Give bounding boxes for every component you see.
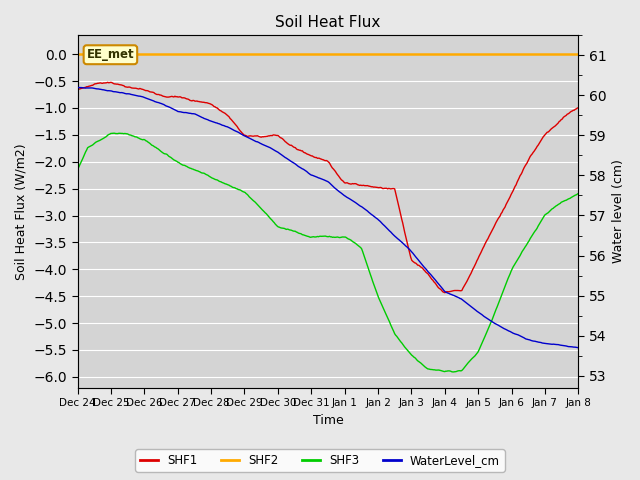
SHF3: [74, 167, 81, 172]
SHF2: [345, 51, 353, 57]
Y-axis label: Water level (cm): Water level (cm): [612, 159, 625, 264]
SHF1: [316, 156, 323, 161]
Line: WaterLevel_cm: WaterLevel_cm: [77, 87, 579, 348]
SHF2: [74, 51, 81, 57]
SHF3: [109, 131, 116, 136]
X-axis label: Time: Time: [312, 414, 343, 427]
SHF2: [484, 51, 492, 57]
SHF3: [346, 237, 353, 242]
SHF1: [104, 79, 111, 85]
SHF3: [372, 289, 380, 295]
SHF2: [315, 51, 323, 57]
WaterLevel_cm: [563, 343, 570, 349]
SHF3: [316, 233, 323, 239]
WaterLevel_cm: [312, 174, 319, 180]
SHF2: [372, 51, 380, 57]
SHF3: [312, 234, 320, 240]
SHF3: [486, 322, 494, 327]
SHF1: [312, 155, 320, 160]
SHF2: [563, 51, 570, 57]
SHF2: [575, 51, 582, 57]
Line: SHF1: SHF1: [77, 82, 579, 293]
Line: SHF3: SHF3: [77, 133, 579, 372]
WaterLevel_cm: [484, 316, 492, 322]
SHF2: [312, 51, 319, 57]
Legend: SHF1, SHF2, SHF3, WaterLevel_cm: SHF1, SHF2, SHF3, WaterLevel_cm: [135, 449, 505, 472]
WaterLevel_cm: [575, 345, 582, 350]
SHF1: [575, 105, 582, 111]
WaterLevel_cm: [74, 84, 81, 90]
SHF3: [564, 196, 572, 202]
WaterLevel_cm: [372, 215, 380, 220]
SHF1: [441, 290, 449, 296]
Y-axis label: Soil Heat Flux (W/m2): Soil Heat Flux (W/m2): [15, 143, 28, 280]
SHF1: [486, 232, 494, 238]
SHF3: [450, 369, 458, 375]
SHF1: [74, 86, 81, 92]
SHF1: [564, 111, 572, 117]
SHF3: [575, 191, 582, 196]
Title: Soil Heat Flux: Soil Heat Flux: [275, 15, 381, 30]
Text: EE_met: EE_met: [86, 48, 134, 61]
SHF1: [346, 181, 353, 187]
WaterLevel_cm: [345, 195, 353, 201]
SHF1: [372, 184, 380, 190]
WaterLevel_cm: [315, 175, 323, 181]
